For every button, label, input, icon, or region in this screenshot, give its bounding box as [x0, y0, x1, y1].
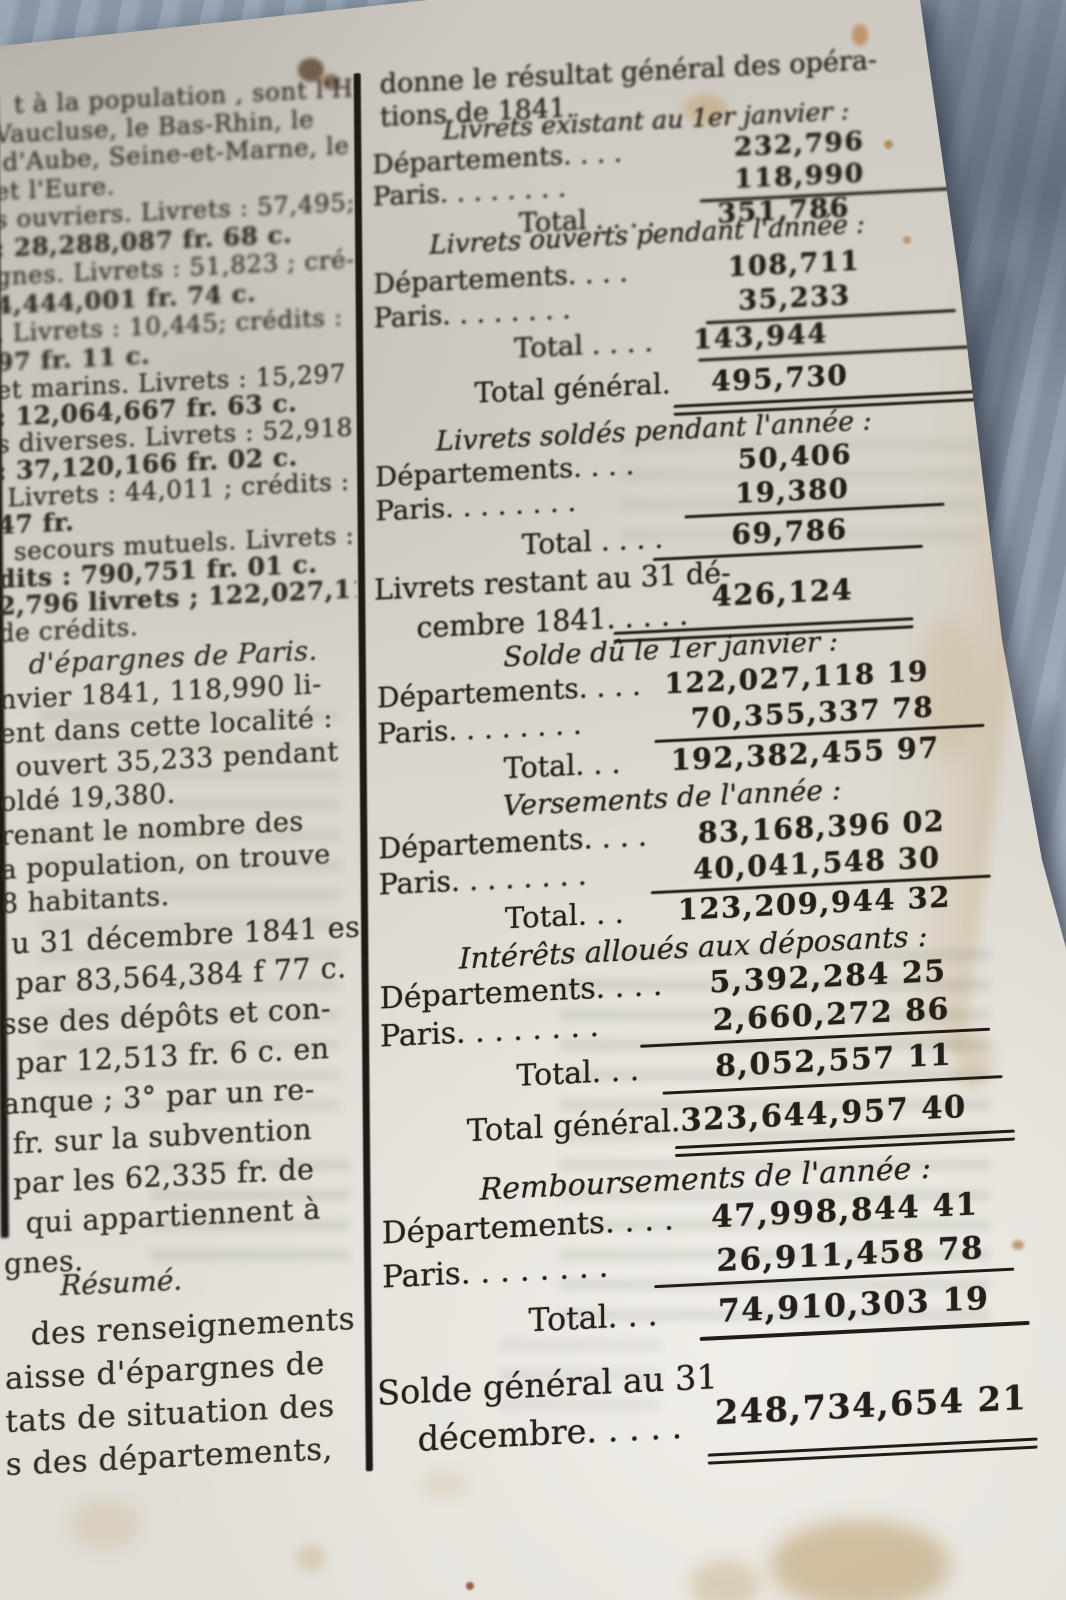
left-text-block: d'épargnes de Paris. nvier 1841, 118,990… — [0, 633, 359, 922]
row-value: 248,734,654 21 — [714, 1378, 1028, 1433]
row-label: Total général. — [474, 367, 671, 410]
row-value: 35,233 — [738, 280, 851, 317]
row-value: 426,124 — [711, 572, 854, 614]
left-text-block: t à la population , sont l'Hé- Vaucluse,… — [0, 75, 354, 377]
row-value: 232,796 — [733, 125, 865, 163]
row-label: Total général. — [466, 1103, 681, 1150]
row-value: 19,380 — [734, 472, 850, 510]
row-value: 108,711 — [727, 245, 861, 284]
left-text-block: et marins. Livrets : 15,297 ; : 12,064,6… — [0, 360, 357, 647]
double-rule — [707, 1437, 1038, 1465]
row-label: Paris. . . . . . . . — [378, 858, 587, 902]
row-label: Total. . . — [516, 1052, 640, 1094]
row-value: 495,730 — [711, 358, 849, 399]
row-value: 143,944 — [692, 317, 829, 356]
row-label: Total . . . . — [513, 325, 654, 365]
left-text-block: des renseignements aisse d'épargnes de t… — [4, 1297, 363, 1486]
stain — [466, 1582, 474, 1590]
row-label: Total. . . — [528, 1297, 658, 1340]
row-value: 323,644,957 40 — [680, 1088, 967, 1139]
left-text-block: u 31 décembre 1841 est par 83,564,384 f … — [1, 907, 362, 1284]
row-value: 8,052,557 11 — [714, 1037, 953, 1085]
row-value: 74,910,303 19 — [717, 1279, 990, 1331]
grand-total-row: Total général. 323,644,957 40 — [381, 1088, 1016, 1158]
row-label: Paris. . . . . . . . — [373, 293, 572, 335]
row-label: Paris. . . . . . . . — [379, 1008, 600, 1055]
row-value: 69,786 — [731, 512, 848, 552]
row-value: 50,406 — [737, 438, 853, 476]
results-heading-line1: donne le résultat général des opéra- — [379, 44, 878, 101]
row-value: 118,990 — [734, 157, 865, 195]
row-label: Paris. . . . . . . . — [377, 707, 583, 751]
